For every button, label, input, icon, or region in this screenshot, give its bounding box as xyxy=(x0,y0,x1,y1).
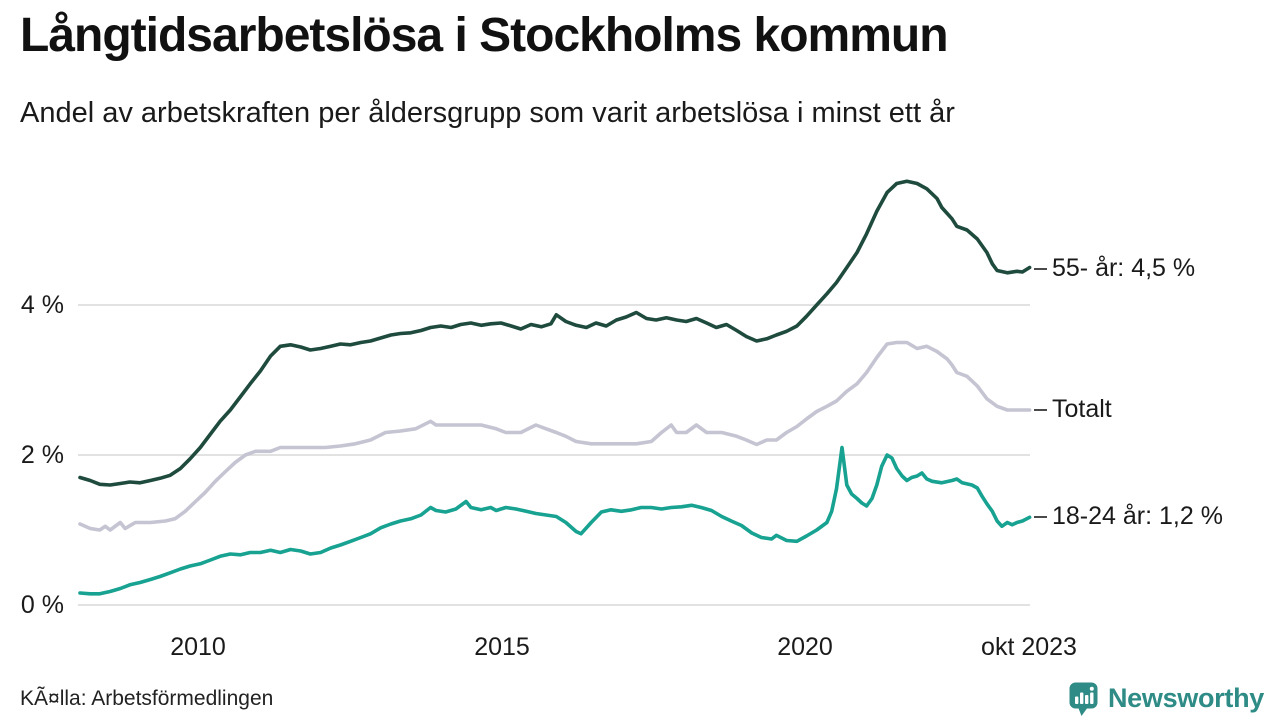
page-subtitle: Andel av arbetskraften per åldersgrupp s… xyxy=(20,97,955,129)
newsworthy-logo[interactable]: Newsworthy xyxy=(1067,680,1264,717)
series-line-18-24-år xyxy=(78,445,1032,596)
series-line-55--år xyxy=(78,179,1032,487)
series-label-totalt: Totalt xyxy=(1034,395,1112,424)
series-label-18-24-ar: 18-24 år: 1,2 % xyxy=(1034,502,1223,531)
newsworthy-wordmark: Newsworthy xyxy=(1107,683,1264,713)
series-tick-dash xyxy=(1034,408,1047,411)
x-axis-tick-2015: 2015 xyxy=(474,633,530,661)
series-label-text: Totalt xyxy=(1052,395,1112,423)
x-axis-tick-2020: 2020 xyxy=(777,633,833,661)
y-axis-tick-4: 4 % xyxy=(20,291,64,319)
y-axis-tick-2: 2 % xyxy=(20,441,64,469)
x-axis-tick-2010: 2010 xyxy=(170,633,226,661)
newsworthy-chart-bubble-icon xyxy=(1069,682,1098,716)
x-axis-tick-okt-2023: okt 2023 xyxy=(981,633,1077,661)
series-line-Totalt xyxy=(78,340,1032,532)
series-tick-dash xyxy=(1034,267,1047,270)
y-axis-tick-0: 0 % xyxy=(20,591,64,619)
series-tick-dash xyxy=(1034,515,1047,518)
series-label-text: 55- år: 4,5 % xyxy=(1052,254,1196,282)
series-label-text: 18-24 år: 1,2 % xyxy=(1052,502,1223,530)
series-label-55-ar: 55- år: 4,5 % xyxy=(1034,254,1195,283)
page-title: Långtidsarbetslösa i Stockholms kommun xyxy=(20,9,949,62)
source-note: KÃ¤lla: Arbetsförmedlingen xyxy=(20,687,274,710)
